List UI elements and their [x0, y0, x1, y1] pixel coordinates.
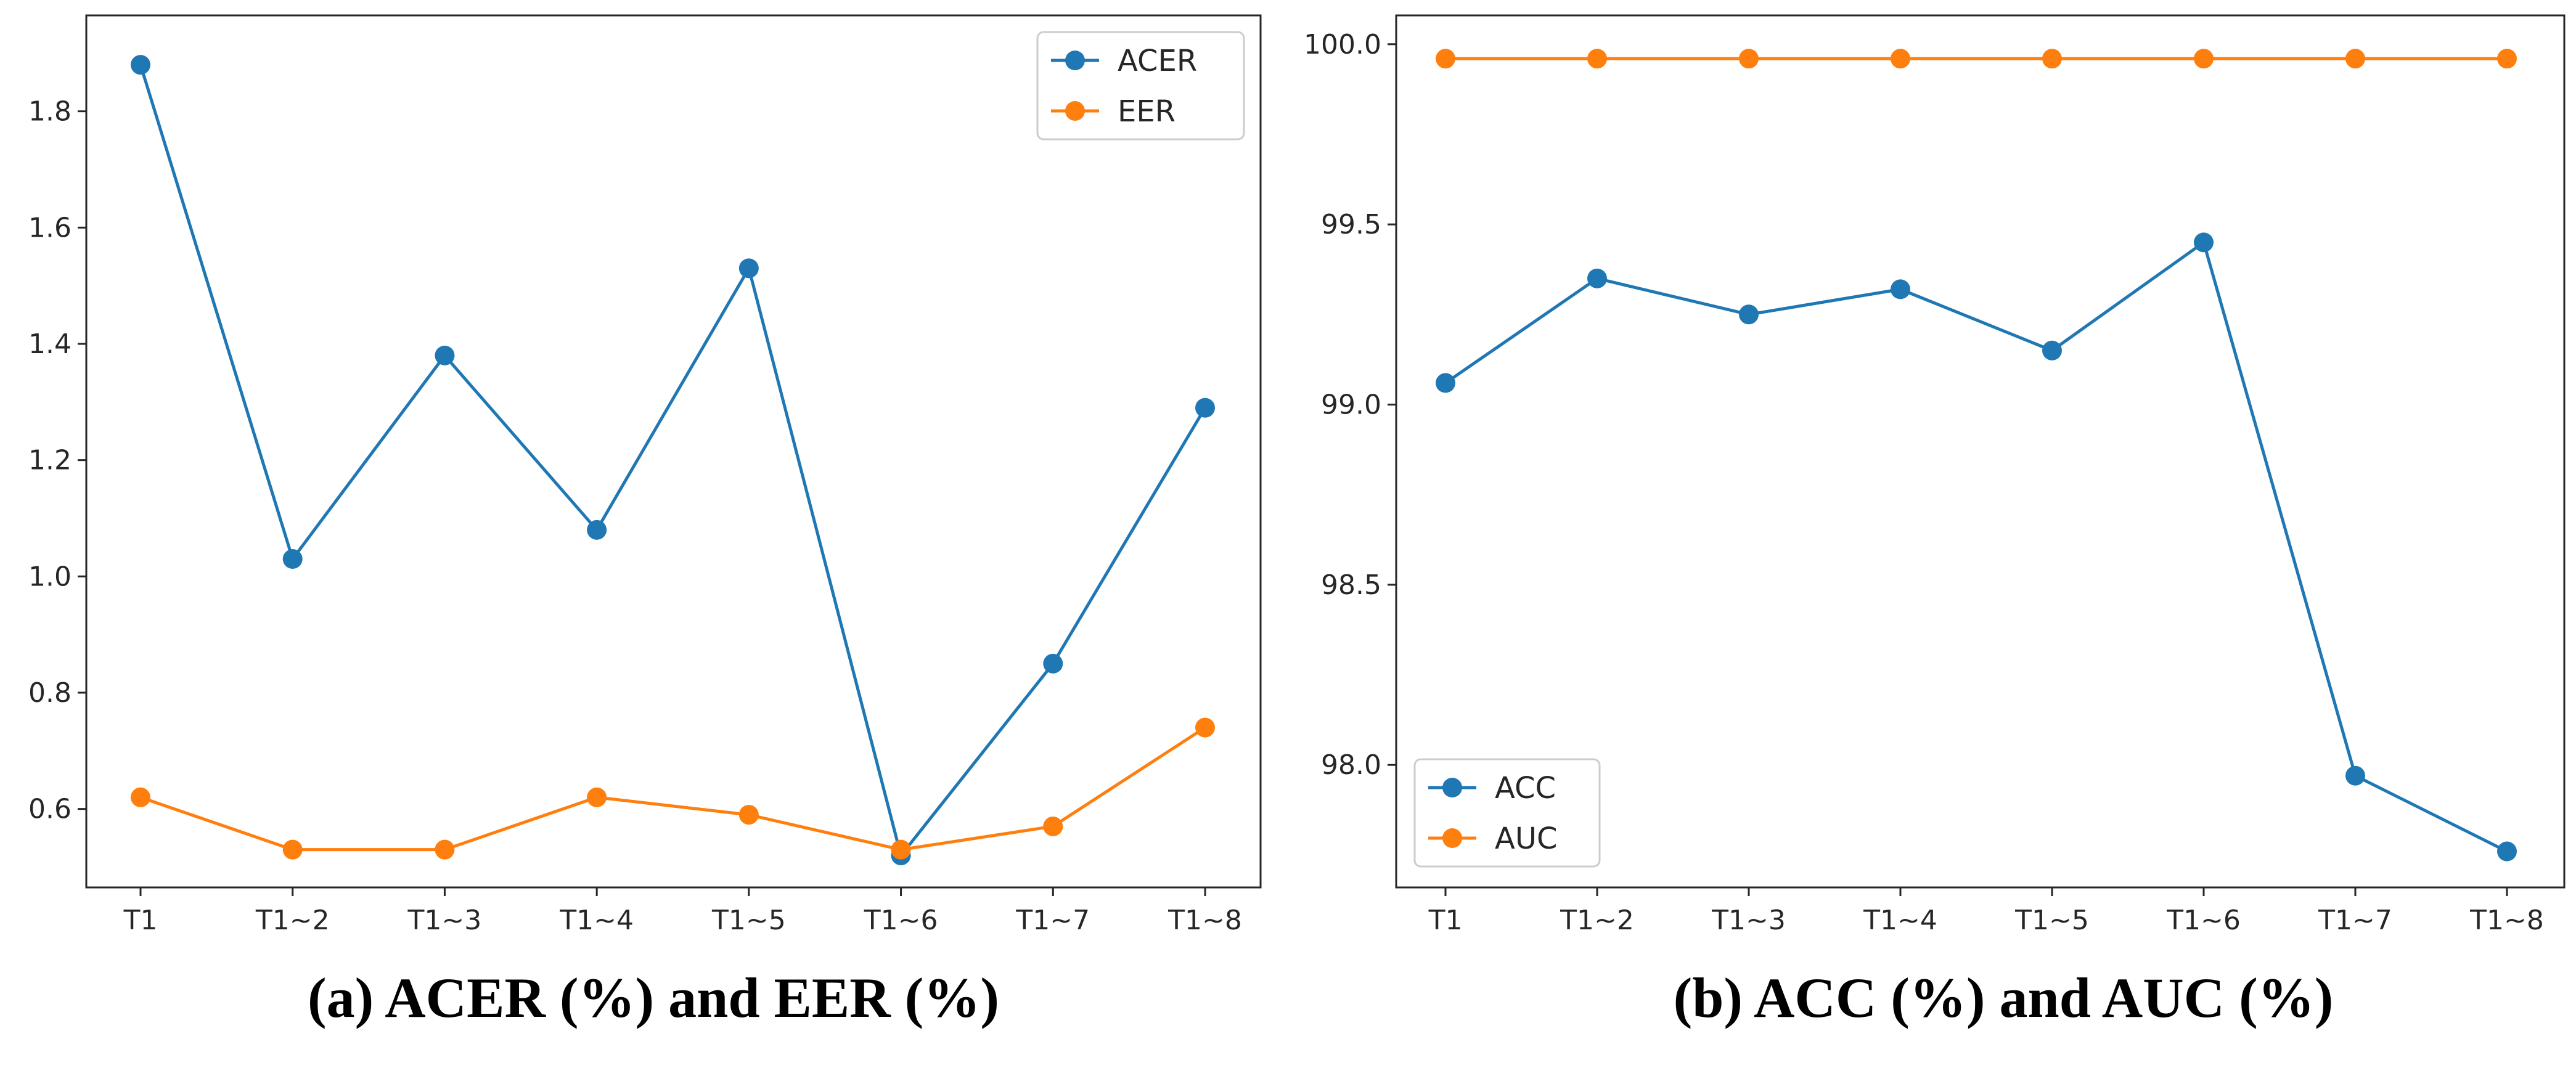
a-point-eer — [738, 805, 759, 825]
a-legend-label: ACER — [1118, 44, 1197, 78]
b-xtick-label: T1~8 — [2469, 905, 2544, 936]
b-point-auc — [2194, 49, 2214, 69]
b-point-acc — [2042, 340, 2062, 361]
b-axes-frame — [1395, 14, 2566, 889]
a-xtick-label: T1~5 — [711, 905, 786, 936]
a-ytick-label: 1.6 — [28, 212, 72, 243]
b-ytick-label: 98.5 — [1321, 569, 1381, 601]
b-xtick-label: T1 — [1428, 905, 1463, 936]
a-xtick-label: T1 — [123, 905, 158, 936]
a-point-acer — [282, 549, 303, 569]
b-xtick-label: T1~5 — [2014, 905, 2089, 936]
b-point-acc — [2497, 841, 2517, 862]
b-ytick-label: 98.0 — [1321, 749, 1381, 781]
b-point-auc — [1739, 49, 1759, 69]
a-point-eer — [1043, 816, 1063, 836]
b-point-acc — [1891, 279, 1910, 300]
a-ytick-label: 1.8 — [28, 96, 72, 128]
a-xtick-label: T1~4 — [559, 905, 634, 936]
a-point-acer — [435, 345, 455, 365]
b-caption: (b) ACC (%) and AUC (%) — [1674, 966, 2334, 1029]
a-point-eer — [131, 787, 150, 807]
a-point-eer — [435, 839, 455, 860]
b-point-auc — [2497, 49, 2517, 69]
a-point-eer — [282, 839, 303, 860]
b-legend-label: ACC — [1495, 771, 1556, 805]
b-point-acc — [2194, 232, 2214, 253]
b-xtick-label: T1~4 — [1863, 905, 1937, 936]
b-point-acc — [1436, 373, 1455, 393]
b-legend-label: AUC — [1495, 821, 1557, 856]
b-point-acc — [1739, 304, 1759, 325]
b-ytick-label: 99.5 — [1321, 209, 1381, 240]
a-ytick-label: 1.0 — [28, 561, 72, 592]
a-caption: (a) ACER (%) and EER (%) — [308, 966, 999, 1029]
b-legend-swatch-marker — [1442, 778, 1462, 797]
b-point-auc — [1436, 49, 1455, 69]
a-legend-label: EER — [1118, 94, 1176, 129]
b-point-auc — [1587, 49, 1607, 69]
a-xtick-label: T1~6 — [864, 905, 938, 936]
a-ytick-label: 0.8 — [28, 677, 72, 709]
a-point-acer — [1043, 653, 1063, 674]
chart-b: 98.0 98.5 99.0 99.5 100.0 T1 T1~2 T1~3 T1~4 T1~5 T… — [1304, 14, 2566, 1029]
a-series-line-acer — [139, 64, 1207, 857]
a-axes-frame — [85, 14, 1262, 889]
chart-a: 0.6 0.8 1.0 1.2 1.4 1.6 1.8 T1 T1~2 T1~3 T1~4 T1~5 T… — [28, 14, 1262, 1029]
b-point-auc — [2042, 49, 2062, 69]
b-legend-swatch-marker — [1442, 828, 1462, 848]
a-point-acer — [131, 55, 150, 75]
a-ytick-label: 0.6 — [28, 794, 72, 825]
b-ytick-label: 99.0 — [1321, 389, 1381, 420]
b-xtick-label: T1~7 — [2318, 905, 2392, 936]
a-point-acer — [1195, 397, 1215, 418]
a-point-acer — [738, 258, 759, 279]
a-point-eer — [1195, 717, 1215, 738]
a-point-acer — [587, 520, 607, 540]
a-point-eer — [587, 787, 607, 807]
b-point-auc — [1891, 49, 1910, 69]
a-point-eer — [891, 839, 911, 860]
b-point-auc — [2345, 49, 2365, 69]
a-legend-swatch-marker — [1065, 51, 1085, 70]
b-ytick-label: 100.0 — [1304, 29, 1381, 60]
a-xtick-label: T1~7 — [1015, 905, 1090, 936]
b-point-acc — [1587, 268, 1607, 288]
b-series-line-acc — [1444, 240, 2508, 853]
a-series-line-eer — [140, 726, 1206, 852]
b-point-acc — [2345, 765, 2365, 786]
a-ytick-label: 1.4 — [28, 328, 72, 360]
a-ytick-label: 1.2 — [28, 445, 72, 476]
b-xtick-label: T1~3 — [1711, 905, 1786, 936]
a-xtick-label: T1~3 — [407, 905, 482, 936]
a-xtick-label: T1~8 — [1167, 905, 1242, 936]
a-legend-swatch-marker — [1065, 101, 1085, 121]
b-xtick-label: T1~2 — [1560, 905, 1634, 936]
a-xtick-label: T1~2 — [255, 905, 330, 936]
b-xtick-label: T1~6 — [2166, 905, 2241, 936]
